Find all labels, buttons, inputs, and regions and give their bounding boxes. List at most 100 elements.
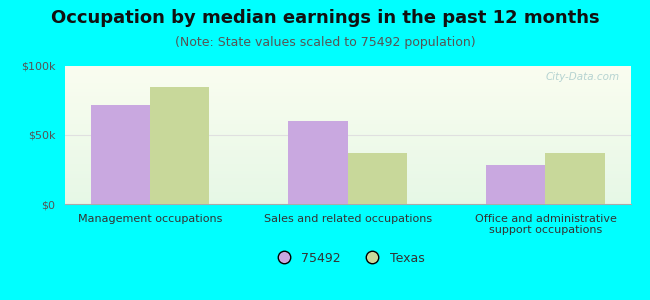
Bar [65, 117, 630, 118]
Bar [65, 77, 630, 78]
Bar [65, 103, 630, 105]
Bar [65, 116, 630, 117]
Bar [65, 156, 630, 157]
Bar [65, 147, 630, 149]
Bar [65, 183, 630, 185]
Bar [65, 163, 630, 164]
Bar [65, 197, 630, 199]
Bar [65, 102, 630, 103]
Bar [65, 76, 630, 77]
Bar [65, 120, 630, 121]
Bar [65, 169, 630, 171]
Bar [65, 153, 630, 154]
Bar [65, 124, 630, 125]
Bar [65, 81, 630, 83]
Bar [65, 181, 630, 182]
Bar [65, 71, 630, 73]
Bar [486, 165, 545, 204]
Bar [65, 193, 630, 194]
Bar [65, 100, 630, 102]
Bar [65, 127, 630, 128]
Bar [65, 106, 630, 107]
Bar [65, 68, 630, 69]
Bar [65, 107, 630, 109]
Bar [65, 188, 630, 189]
Bar [65, 114, 630, 116]
Bar [65, 165, 630, 167]
Bar [65, 135, 630, 136]
Bar [65, 92, 630, 94]
Bar [65, 118, 630, 120]
Bar [65, 69, 630, 70]
Bar [65, 168, 630, 170]
Bar [65, 189, 630, 190]
Bar [65, 201, 630, 202]
Text: City-Data.com: City-Data.com [545, 71, 619, 82]
Bar [65, 91, 630, 92]
Bar [65, 167, 630, 168]
Bar [65, 138, 630, 139]
Bar [65, 99, 630, 100]
Text: Occupation by median earnings in the past 12 months: Occupation by median earnings in the pas… [51, 9, 599, 27]
Bar [65, 199, 630, 200]
Bar [65, 70, 630, 71]
Bar [65, 140, 630, 142]
Bar [65, 171, 630, 172]
Bar [65, 178, 630, 179]
Bar [65, 154, 630, 156]
Bar [65, 146, 630, 147]
Bar [65, 96, 630, 98]
Bar [65, 109, 630, 110]
Bar [65, 74, 630, 76]
Bar [65, 113, 630, 114]
Bar [65, 194, 630, 196]
Bar [65, 87, 630, 88]
Bar [65, 80, 630, 81]
Bar [65, 139, 630, 140]
Bar [65, 136, 630, 138]
Bar [65, 202, 630, 204]
Bar [65, 132, 630, 134]
Bar [65, 73, 630, 74]
Text: (Note: State values scaled to 75492 population): (Note: State values scaled to 75492 popu… [175, 36, 475, 49]
Bar [65, 157, 630, 158]
Bar [65, 131, 630, 132]
Bar [65, 134, 630, 135]
Bar [65, 196, 630, 197]
Bar [65, 175, 630, 176]
Bar [65, 158, 630, 160]
Bar [65, 66, 630, 68]
Bar [348, 153, 407, 204]
Bar [65, 88, 630, 89]
Bar [289, 121, 348, 204]
Bar [65, 145, 630, 146]
Bar [65, 160, 630, 161]
Bar [65, 78, 630, 80]
Legend: 75492, Texas: 75492, Texas [266, 247, 429, 269]
Bar [65, 98, 630, 99]
Bar [65, 112, 630, 113]
Bar [65, 172, 630, 174]
Bar [65, 182, 630, 183]
Bar [65, 82, 630, 84]
Bar [65, 130, 630, 131]
Bar [65, 176, 630, 178]
Bar [65, 152, 630, 153]
Bar [65, 105, 630, 106]
Bar [150, 87, 209, 204]
Bar [65, 179, 630, 181]
Bar [65, 149, 630, 150]
Bar [65, 200, 630, 201]
Bar [65, 142, 630, 143]
Bar [65, 128, 630, 130]
Bar [65, 125, 630, 127]
Bar [65, 150, 630, 152]
Bar [65, 110, 630, 112]
Bar [65, 121, 630, 123]
Bar [65, 174, 630, 175]
Bar [65, 190, 630, 192]
Bar [65, 84, 630, 85]
Bar [91, 105, 150, 204]
Bar [65, 185, 630, 186]
Bar [65, 186, 630, 188]
